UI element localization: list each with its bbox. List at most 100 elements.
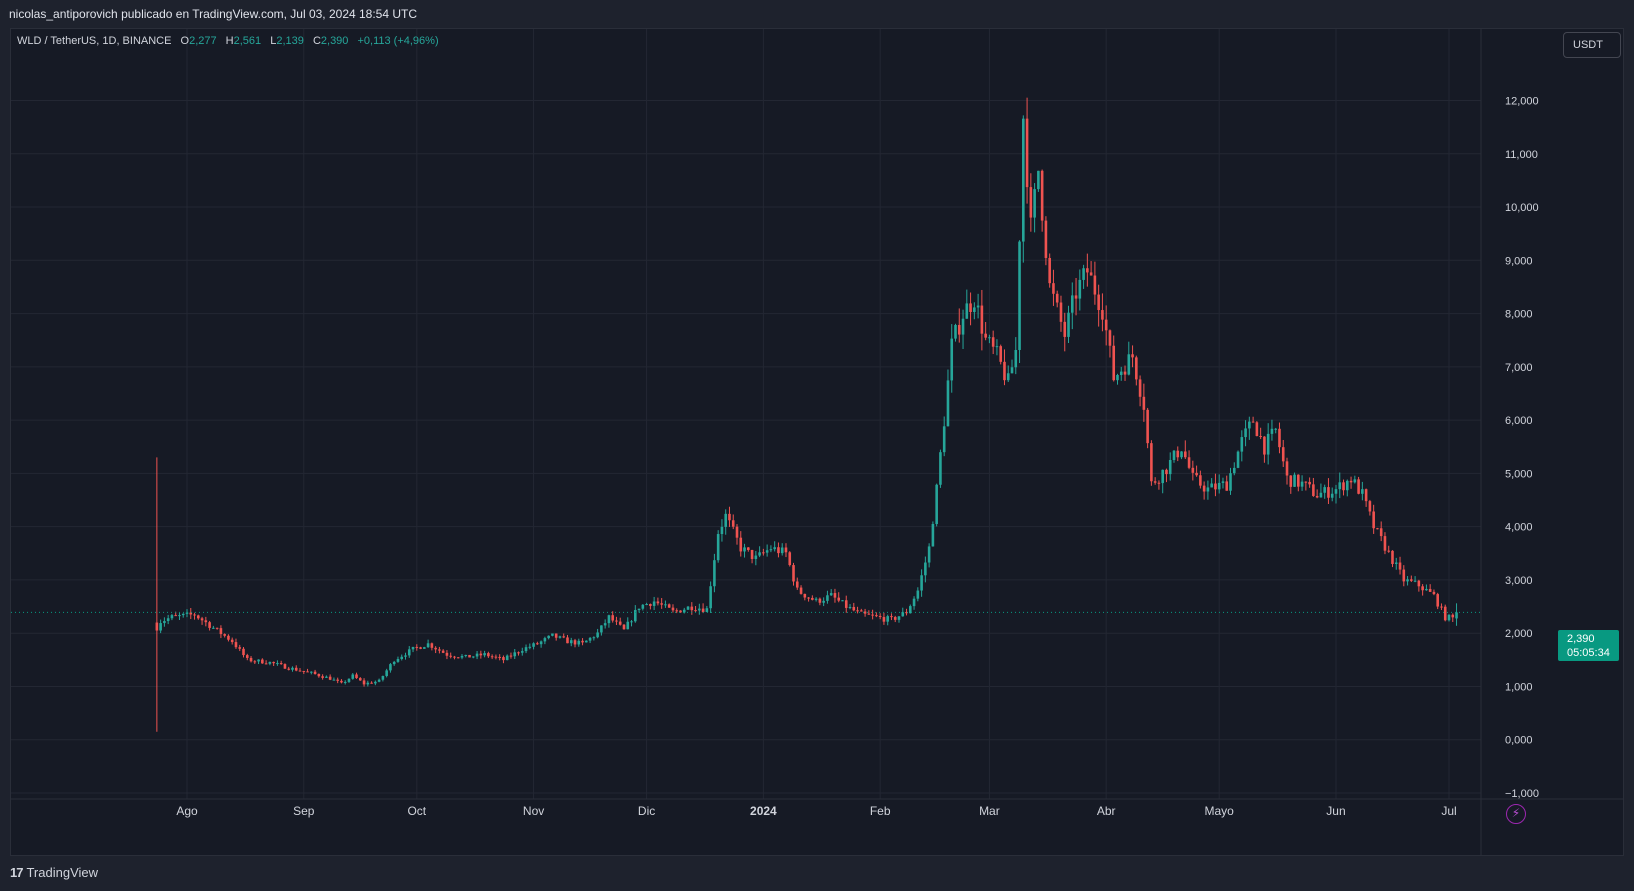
candle-body [1413,580,1417,582]
candle-body [245,655,249,658]
candle-body [1300,481,1304,487]
time-tick-label: Ago [176,804,198,818]
symbol-label: WLD / TetherUS, 1D, BINANCE [17,35,172,47]
candle-body [1040,170,1044,221]
candle-body [193,614,196,616]
chart-panel[interactable]: 12,000 11,000 10,000 9,000 8,000 7,000 6,000 5,… [10,28,1624,856]
candle-body [1025,118,1029,188]
time-tick-label: Nov [523,804,544,818]
candle-body [860,610,863,612]
candle-body [841,600,844,602]
candle-body [1428,588,1432,592]
candle-body [1210,483,1213,488]
candle-body [690,606,694,611]
candle-body [554,633,558,638]
candle-body [411,646,415,650]
candle-body [298,670,302,672]
candle-body [773,547,776,550]
candle-body [1406,579,1409,582]
open-value: 2,277 [189,35,217,47]
publisher-attribution: nicolas_antiporovich publicado en Tradin… [9,7,418,21]
candlestick-chart[interactable]: 12,000 11,000 10,000 9,000 8,000 7,000 6,000 5,… [11,29,1623,855]
candle-body [1029,187,1033,218]
candle-body [569,640,573,644]
candle-body [340,680,343,683]
high-label: H [225,35,234,47]
candle-body [445,652,449,656]
candle-body [419,647,422,649]
candle-body [336,679,339,681]
currency-button[interactable]: USDT [1563,32,1621,58]
candle-body [916,590,920,599]
candle-body [882,617,886,622]
candle-body [1165,469,1168,475]
candle-body [630,621,633,623]
candle-body [611,615,614,621]
candle-body [1014,349,1018,368]
candle-body [1055,293,1059,303]
candle-body [498,656,501,658]
candle-body [795,581,799,588]
candle-body [826,595,829,601]
candle-body [973,307,976,313]
candle-body [253,661,257,663]
candle-body [1232,467,1236,474]
bar-countdown: 05:05:34 [1567,647,1610,659]
candle-body [208,622,211,628]
candle-body [539,641,543,645]
candle-body [656,601,660,604]
candle-body [1131,354,1134,358]
candle-body [603,623,607,626]
candle-body [935,484,938,525]
candle-body [844,600,848,608]
candle-body [1086,268,1089,273]
candle-body [1315,495,1319,498]
candle-body [931,524,935,547]
candle-body [1368,501,1372,512]
price-tick-label: 0,000 [1505,735,1533,747]
candle-body [1229,473,1232,491]
candle-body [1183,451,1187,458]
candle-body [969,303,972,313]
candle-body [185,612,189,614]
time-tick-label: Jul [1441,804,1456,818]
lightning-icon[interactable]: ⚡ [1506,804,1526,824]
candle-body [1138,379,1142,397]
candle-body [633,610,637,622]
candle-body [747,547,750,550]
candle-body [682,609,686,613]
candle-body [1410,579,1413,581]
time-tick-label: 2024 [750,804,777,818]
price-tick-label: 3,000 [1505,575,1533,587]
high-value: 2,561 [233,35,262,47]
candle-body [581,640,584,643]
candle-body [724,513,728,527]
candle-body [984,333,987,338]
candle-body [227,635,230,640]
candles [155,97,1458,732]
candle-body [490,656,494,658]
footer: 17 TradingView [0,856,1634,891]
candle-body [769,549,773,551]
candle-body [430,643,434,648]
candle-body [166,618,170,621]
candle-body [276,663,279,665]
candle-body [901,611,905,617]
candle-body [1263,436,1266,455]
candle-body [1078,279,1082,299]
time-tick-label: Dic [638,804,655,818]
candle-body [426,643,430,648]
time-tick-label: Oct [407,804,426,818]
candle-body [1417,580,1421,587]
candle-body [279,663,283,665]
candle-body [615,620,618,622]
candle-body [792,565,795,582]
candle-body [1112,345,1116,381]
candle-body [1093,275,1097,295]
close-label: C [312,35,321,47]
tradingview-logo[interactable]: 17 TradingView [10,865,98,880]
candle-body [1357,479,1360,494]
candle-body [878,616,882,618]
candle-body [664,604,667,606]
candle-body [1089,272,1093,276]
